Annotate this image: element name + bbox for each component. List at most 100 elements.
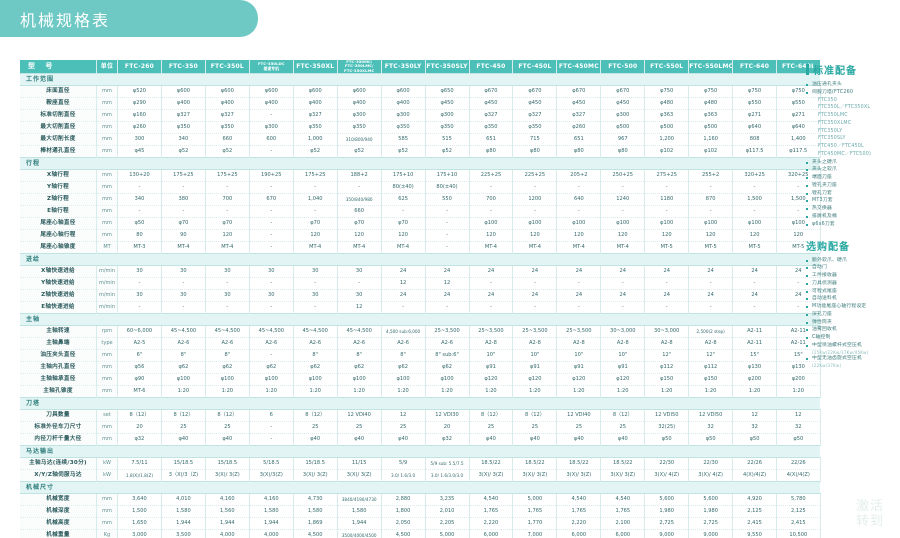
row-unit: mm <box>96 217 118 231</box>
cell: MT-3 <box>117 241 162 255</box>
list-item: FTC350SLY <box>806 135 898 143</box>
cell: 300 <box>117 133 162 147</box>
cell: φ91 <box>600 361 646 375</box>
list-item: 油压通孔夹头 <box>806 81 898 89</box>
row-label: 标准外径车刀尺寸 <box>20 421 97 435</box>
header-col-1: FTC-350 <box>161 60 206 74</box>
cell: 870 <box>688 193 734 207</box>
cell: 1:20 <box>381 385 426 399</box>
cell: - <box>600 181 646 195</box>
table-row: 油压夹头直径 mm 6" 8" 8" -8" 8" 8" 8" sub:6" 10" 10" 10" 1… <box>20 349 821 363</box>
cell: φ70 <box>381 217 426 231</box>
cell: 45~4,500 <box>337 325 382 339</box>
list-item-label: 夹头之硬爪 <box>812 159 837 165</box>
cell: 3(X)/ 3(Z) <box>293 469 338 483</box>
cell: - <box>776 301 821 315</box>
cell: 25 <box>469 421 514 435</box>
list-item-label: M功能尾座心轴行程设定 <box>812 304 867 310</box>
cell: 1,580 <box>161 505 206 519</box>
cell: φ91 <box>556 361 602 375</box>
cell: φ50 <box>732 433 778 447</box>
cell: φ52 <box>161 145 206 159</box>
header-col-14: FTC-640 <box>732 60 778 74</box>
table-row: 鞍座直径 mm φ290 φ400 φ400 φ400 φ400 φ400 φ400 φ450 φ4… <box>20 97 821 111</box>
cell: φ62 <box>161 361 206 375</box>
header-row: 型 号 单位 FTC-260 FTC-350 FTC-350L FTC-350LDC 差… <box>20 60 820 74</box>
cell: - <box>512 301 558 315</box>
cell: - <box>512 181 558 195</box>
row-unit: m/min <box>96 265 118 279</box>
cell: 1,944 <box>205 517 250 531</box>
cell: - <box>512 277 558 291</box>
cell: φ52 <box>425 145 470 159</box>
page-title-banner: 机械规格表 <box>0 0 258 37</box>
cell: φ260 <box>556 121 602 135</box>
cell: 25 <box>161 421 206 435</box>
row-label: E轴行程 <box>20 205 97 219</box>
table-row: Z轴快速进给 m/min 30 30 30 30 30 30 24 24 24 24 24 24 24 24 2… <box>20 289 821 303</box>
cell: φ120 <box>512 373 558 387</box>
table-row: 机械高度 mm 1,650 1,944 1,944 1,944 1,869 1,944 2,05… <box>20 517 821 531</box>
cell: 1,650 <box>117 517 162 531</box>
cell: φ100 <box>205 373 250 387</box>
cell: φ40 <box>337 433 382 447</box>
cell: φ112 <box>644 361 690 375</box>
cell: 12" <box>688 349 734 363</box>
cell: 188+2 <box>337 169 382 183</box>
cell: 255+2 <box>688 169 734 183</box>
cell: - <box>644 301 690 315</box>
header-col-8: FTC-450 <box>469 60 514 74</box>
cell: - <box>469 205 514 219</box>
section-row: 主轴 <box>20 313 820 327</box>
list-item: C轴控制 <box>806 334 898 342</box>
cell: φ90 <box>117 373 162 387</box>
cell: 2,125 <box>776 505 821 519</box>
cell: φ750 <box>644 85 690 99</box>
list-item: 热交换器 <box>806 205 898 213</box>
cell: 3,000 <box>117 529 162 538</box>
cell: φ450 <box>512 97 558 111</box>
cell: 175+25 <box>205 169 250 183</box>
cell: 30~3,000 <box>644 325 690 339</box>
cell: 9,000 <box>644 529 690 538</box>
cell: 3,640 <box>117 493 162 507</box>
cell: - <box>469 301 514 315</box>
cell: 10" <box>600 349 646 363</box>
cell: 30 <box>337 289 382 303</box>
cell: - <box>776 277 821 291</box>
cell: MT-4 <box>600 241 646 255</box>
table-row: E轴快速进给 m/min - - - - -12- - - - - - - - - - <box>20 301 821 315</box>
list-item: FTC450MC／FTC500) <box>806 151 898 159</box>
list-item-label: FTC450MC／FTC500) <box>818 151 872 157</box>
cell: 4,920 <box>732 493 778 507</box>
row-unit: mm <box>96 121 118 135</box>
cell: φ500 <box>688 121 734 135</box>
cell: φ600 <box>381 85 426 99</box>
cell: A2-6 <box>381 337 426 351</box>
cell: 4,540 <box>556 493 602 507</box>
cell: 1,944 <box>161 517 206 531</box>
row-label: 机械重量 <box>20 529 97 538</box>
cell: φ70 <box>161 217 206 231</box>
cell: - <box>425 229 470 243</box>
heading-bar-icon <box>806 64 809 75</box>
row-label: 主轴轴承直径 <box>20 373 97 387</box>
header-col-4: FTC-350XL <box>293 60 338 74</box>
cell: 651 <box>556 133 602 147</box>
cell: - <box>381 205 426 219</box>
cell: 12 <box>776 409 821 423</box>
cell: 1:20 <box>644 385 690 399</box>
cell: 8（12） <box>117 409 162 423</box>
cell: 30 <box>117 289 162 303</box>
cell: 24 <box>600 265 646 279</box>
cell: 8（12） <box>600 409 646 423</box>
cell: - <box>776 181 821 195</box>
cell: 24 <box>381 289 426 303</box>
cell: 2,415 <box>776 517 821 531</box>
cell: 4,540 <box>600 493 646 507</box>
section-title: 马达输出 <box>20 445 820 459</box>
row-label: 尾座心轴行程 <box>20 229 97 243</box>
cell: 24 <box>512 265 558 279</box>
cell: 1,765 <box>469 505 514 519</box>
section-row: 机械尺寸 <box>20 481 820 495</box>
